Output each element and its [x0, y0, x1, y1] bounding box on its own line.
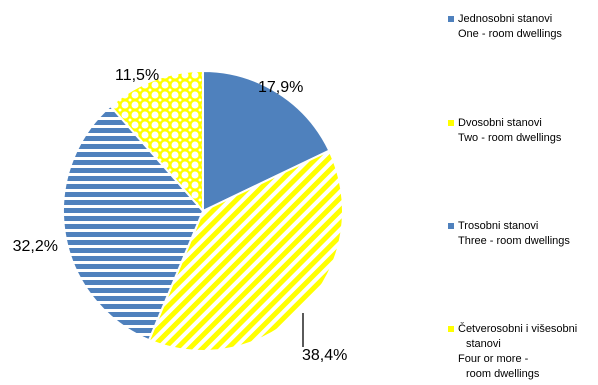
- legend-label-en: Three - room dwellings: [458, 235, 570, 247]
- legend-marker-four-plus-room: [448, 326, 454, 332]
- slice-labels: 17,9% 38,4% 32,2% 11,5%: [13, 67, 348, 364]
- legend-label-en-cont: room dwellings: [466, 368, 540, 380]
- data-label: 38,4%: [302, 347, 347, 364]
- pie-slices: [62, 69, 344, 352]
- slice-two-room: [147, 149, 344, 352]
- legend-label-hr: Dvosobni stanovi: [458, 117, 542, 129]
- data-label: 32,2%: [13, 238, 58, 255]
- legend-label-hr: Jednosobni stanovi: [458, 13, 553, 25]
- legend-marker-one-room: [448, 16, 454, 22]
- legend-label-hr-cont: stanovi: [466, 338, 501, 350]
- legend-marker-two-room: [448, 120, 454, 126]
- legend-label-en: Two - room dwellings: [458, 132, 562, 144]
- legend-marker-three-room: [448, 223, 454, 229]
- legend-label-hr: Trosobni stanovi: [458, 220, 539, 232]
- legend-label-en: Four or more -: [458, 353, 529, 365]
- slice-one-room: [202, 69, 331, 213]
- slice-three-room: [62, 104, 205, 342]
- data-label: 17,9%: [258, 79, 303, 96]
- legend-label-hr: Četverosobni i višesobni: [458, 323, 578, 335]
- legend-label-en: One - room dwellings: [458, 28, 562, 40]
- slice-four-plus-room: [109, 69, 204, 214]
- data-label: 11,5%: [115, 67, 159, 84]
